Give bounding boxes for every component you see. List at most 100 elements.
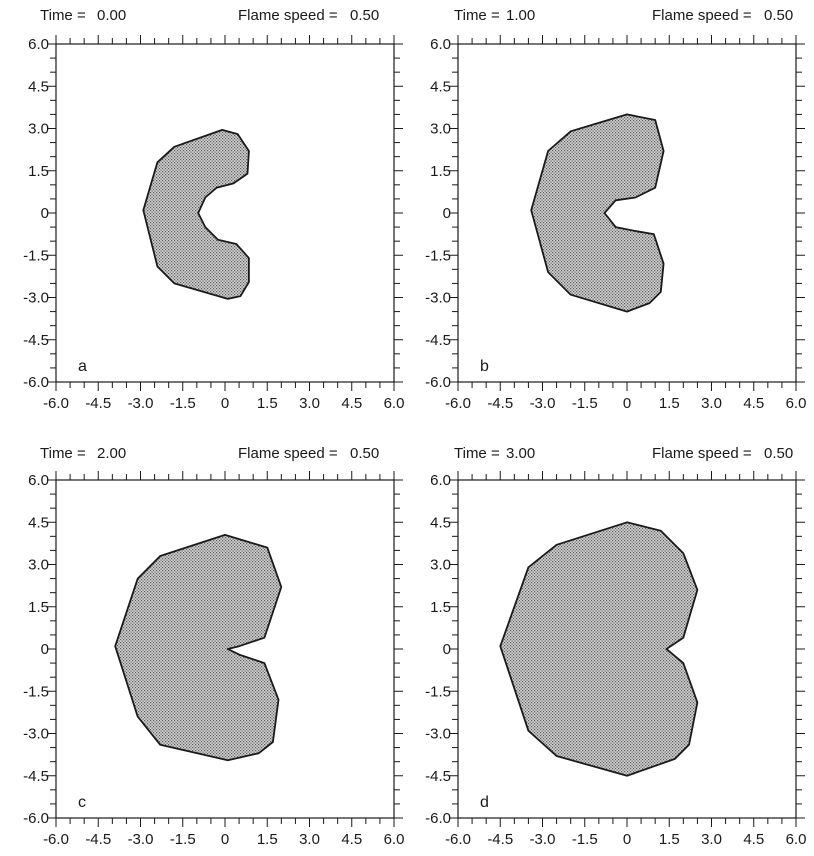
y-tick-label: 1.5 <box>28 599 49 616</box>
panel-label: c <box>78 794 86 811</box>
y-tick-label: 4.5 <box>28 514 49 531</box>
y-tick-label: -1.5 <box>425 683 451 700</box>
x-tick-label: -3.0 <box>530 395 556 412</box>
y-tick-label: 6.0 <box>430 472 451 489</box>
y-tick-label: -6.0 <box>425 374 451 391</box>
y-tick-label: -3.0 <box>425 726 451 743</box>
x-tick-label: 6.0 <box>786 831 807 848</box>
x-tick-label: -6.0 <box>43 831 69 848</box>
flame-region <box>114 534 283 762</box>
x-tick-label: 1.5 <box>257 831 278 848</box>
x-tick-label: 0 <box>623 395 631 412</box>
y-tick-label: 0 <box>443 205 451 222</box>
y-tick-label: 3.0 <box>430 557 451 574</box>
x-tick-label: -4.5 <box>487 831 513 848</box>
panel-label: a <box>78 358 87 375</box>
y-tick-label: 4.5 <box>28 78 49 95</box>
x-tick-label: -1.5 <box>170 395 196 412</box>
time-value: 0.00 <box>97 7 126 24</box>
x-tick-label: 4.5 <box>341 831 362 848</box>
y-tick-label: -3.0 <box>23 726 49 743</box>
time-label: Time = <box>454 445 500 462</box>
y-tick-label: 4.5 <box>430 78 451 95</box>
x-tick-label: 0 <box>221 831 229 848</box>
panel-a: Time = 0.00 Flame speed = 0.50 a -6.0 -4.… <box>23 7 404 412</box>
x-tick-label: -3.0 <box>128 831 154 848</box>
flame-region <box>499 521 699 777</box>
y-tick-label: -4.5 <box>425 768 451 785</box>
y-tick-label: -1.5 <box>425 247 451 264</box>
y-tick-label: -6.0 <box>425 810 451 827</box>
x-tick-label: -6.0 <box>445 395 471 412</box>
panel-d: Time = 3.00 Flame speed = 0.50 d -6.0 -4.… <box>425 445 806 848</box>
time-label: Time = <box>40 7 86 24</box>
panel-b: Time = 1.00 Flame speed = 0.50 b -6.0 -4.… <box>425 7 806 412</box>
x-tick-label: -6.0 <box>43 395 69 412</box>
flame-speed-label: Flame speed = <box>652 445 752 462</box>
y-tick-label: 6.0 <box>28 472 49 489</box>
y-tick-label: 0 <box>41 205 49 222</box>
x-tick-label: -6.0 <box>445 831 471 848</box>
x-tick-label: 4.5 <box>743 831 764 848</box>
y-tick-label: 3.0 <box>28 121 49 138</box>
y-tick-label: 3.0 <box>430 121 451 138</box>
flame-region <box>142 128 250 300</box>
x-tick-label: 3.0 <box>299 831 320 848</box>
x-tick-label: 3.0 <box>701 395 722 412</box>
y-tick-label: -4.5 <box>425 332 451 349</box>
y-tick-label: 6.0 <box>430 36 451 53</box>
x-tick-label: 1.5 <box>659 831 680 848</box>
y-tick-label: 4.5 <box>430 514 451 531</box>
x-tick-label: 1.5 <box>659 395 680 412</box>
x-tick-label: -3.0 <box>530 831 556 848</box>
y-tick-label: 1.5 <box>28 163 49 180</box>
x-tick-label: 0 <box>623 831 631 848</box>
x-tick-label: 3.0 <box>299 395 320 412</box>
time-label: Time = <box>454 7 500 24</box>
y-tick-label: -6.0 <box>23 810 49 827</box>
flame-speed-label: Flame speed = <box>238 7 338 24</box>
x-tick-label: -4.5 <box>85 831 111 848</box>
time-value: 1.00 <box>506 7 535 24</box>
x-tick-label: -1.5 <box>572 395 598 412</box>
x-tick-label: 4.5 <box>743 395 764 412</box>
y-tick-label: -6.0 <box>23 374 49 391</box>
x-tick-label: 1.5 <box>257 395 278 412</box>
flame-speed-value: 0.50 <box>350 7 379 24</box>
y-tick-label: -4.5 <box>23 332 49 349</box>
x-tick-label: 0 <box>221 395 229 412</box>
y-tick-label: 3.0 <box>28 557 49 574</box>
flame-region <box>530 113 665 313</box>
x-tick-label: 6.0 <box>786 395 807 412</box>
flame-speed-value: 0.50 <box>764 7 793 24</box>
panel-label: d <box>480 794 489 811</box>
time-value: 3.00 <box>506 445 535 462</box>
x-tick-label: 6.0 <box>384 395 405 412</box>
y-tick-label: -1.5 <box>23 247 49 264</box>
plot-frame <box>55 43 395 383</box>
x-tick-label: 3.0 <box>701 831 722 848</box>
flame-speed-label: Flame speed = <box>652 7 752 24</box>
y-tick-label: -3.0 <box>23 290 49 307</box>
x-tick-label: 6.0 <box>384 831 405 848</box>
y-tick-label: 1.5 <box>430 163 451 180</box>
flame-speed-value: 0.50 <box>764 445 793 462</box>
flame-speed-value: 0.50 <box>350 445 379 462</box>
y-tick-label: 6.0 <box>28 36 49 53</box>
y-tick-label: 0 <box>443 641 451 658</box>
panel-c: Time = 2.00 Flame speed = 0.50 c -6.0 -4.… <box>23 445 404 848</box>
y-tick-label: -3.0 <box>425 290 451 307</box>
y-tick-label: -4.5 <box>23 768 49 785</box>
x-tick-label: -4.5 <box>85 395 111 412</box>
x-tick-label: -3.0 <box>128 395 154 412</box>
y-tick-label: 0 <box>41 641 49 658</box>
x-tick-label: -4.5 <box>487 395 513 412</box>
time-value: 2.00 <box>97 445 126 462</box>
x-tick-label: -1.5 <box>170 831 196 848</box>
plot-frame <box>457 43 797 383</box>
x-tick-label: 4.5 <box>341 395 362 412</box>
x-tick-label: -1.5 <box>572 831 598 848</box>
y-tick-label: -1.5 <box>23 683 49 700</box>
flame-speed-label: Flame speed = <box>238 445 338 462</box>
